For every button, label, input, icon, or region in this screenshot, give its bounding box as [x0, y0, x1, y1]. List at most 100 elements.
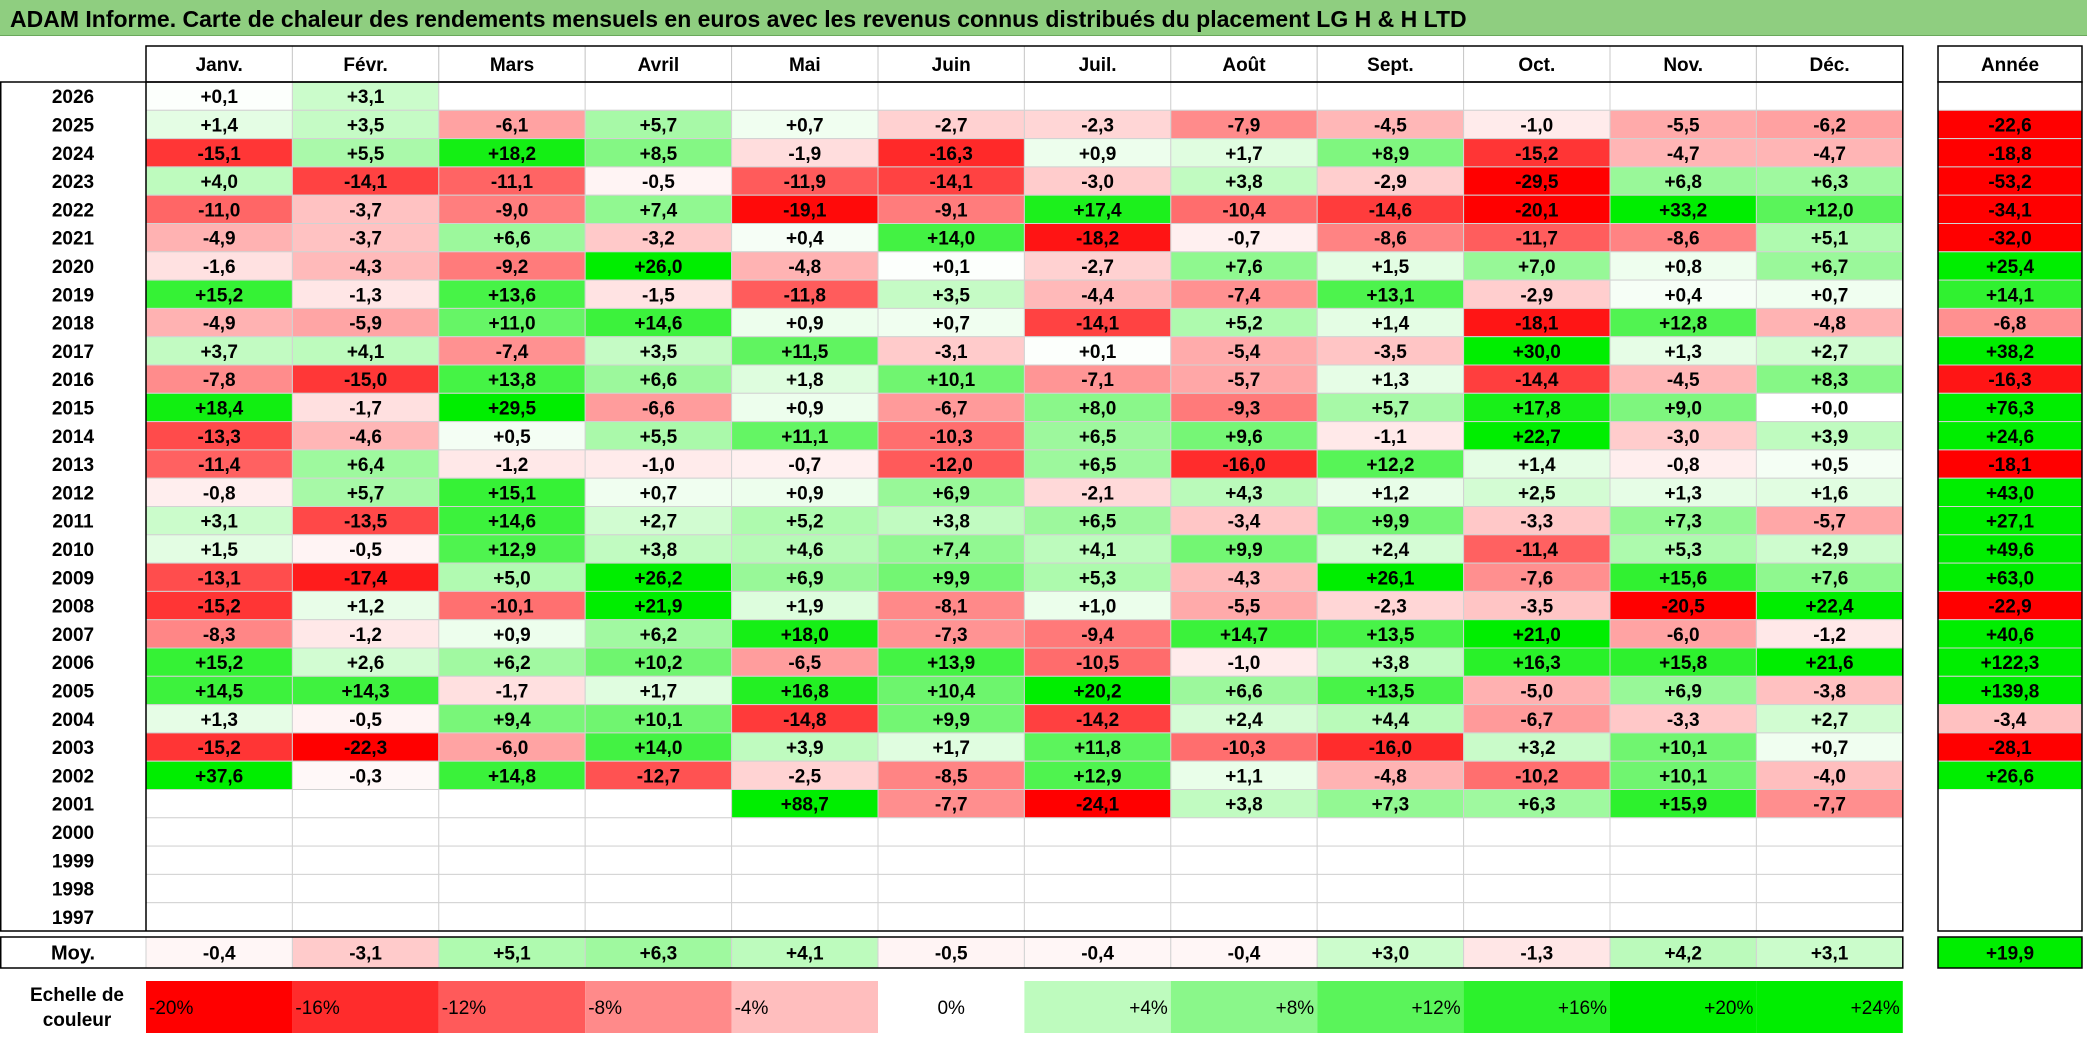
- cell-value: -1,2: [496, 455, 529, 476]
- annual-cell: [1937, 364, 2083, 394]
- scale-stop-label: +24%: [1851, 998, 1900, 1019]
- heatmap-cell: [1316, 647, 1465, 677]
- heatmap-cell: [1170, 392, 1318, 423]
- heatmap-cell: [145, 789, 293, 819]
- cell-value: -2,5: [788, 766, 821, 787]
- heatmap-cell: [1316, 704, 1465, 734]
- scale-stop-label: +16%: [1558, 998, 1607, 1019]
- annual-cell: [1937, 590, 2083, 621]
- cell-value: +4,1: [347, 342, 385, 363]
- year-label: 2009: [52, 568, 94, 589]
- cell-value: -8,6: [1667, 229, 1700, 250]
- heatmap-cell: [438, 590, 586, 621]
- average-value: -1,3: [1520, 944, 1553, 965]
- year-label: 2026: [52, 87, 94, 108]
- heatmap-cell: [731, 194, 879, 224]
- cell-value: +14,3: [342, 681, 390, 702]
- heatmap-cell: [145, 760, 293, 791]
- cell-value: +17,4: [1074, 200, 1123, 221]
- cell-value: -14,4: [1515, 370, 1559, 391]
- cell-value: +5,0: [493, 568, 531, 589]
- cell-value: +3,5: [640, 342, 678, 363]
- cell-value: +2,6: [347, 653, 385, 674]
- heatmap-cell: [438, 902, 586, 932]
- heatmap-cell: [877, 647, 1025, 677]
- month-header: Déc.: [1810, 55, 1850, 76]
- cell-value: +12,0: [1806, 200, 1854, 221]
- heatmap-cell: [731, 534, 879, 564]
- scale-stop-label: +4%: [1129, 998, 1168, 1019]
- year-label: 2013: [52, 455, 94, 476]
- annual-cell: [1938, 789, 2082, 818]
- year-label: 2023: [52, 172, 94, 193]
- heatmap-cell: [438, 506, 586, 536]
- heatmap-cell: [145, 902, 293, 932]
- month-header: Avril: [638, 55, 680, 76]
- cell-value: -9,4: [1081, 625, 1114, 646]
- cell-value: +1,4: [1372, 314, 1410, 335]
- heatmap-cell: [1609, 223, 1757, 253]
- heatmap-cell: [584, 449, 733, 479]
- heatmap-cell: [1170, 704, 1318, 734]
- heatmap-cell: [291, 166, 440, 196]
- heatmap-cell: [1609, 109, 1757, 140]
- cell-value: +26,2: [634, 568, 682, 589]
- cell-value: -11,0: [198, 200, 240, 221]
- cell-value: -1,6: [203, 257, 236, 278]
- heatmap-cell: [1170, 817, 1318, 847]
- average-cell: [1463, 936, 1611, 969]
- cell-value: +10,1: [1659, 766, 1708, 787]
- cell-value: -9,1: [935, 200, 968, 221]
- heatmap-cell: [1755, 449, 1904, 479]
- scale-stop-label: -4%: [735, 998, 769, 1019]
- cell-value: +1,5: [1372, 257, 1410, 278]
- heatmap-cell: [1463, 81, 1611, 111]
- cell-value: -2,7: [935, 115, 968, 136]
- heatmap-cell: [291, 449, 440, 479]
- average-value: -0,4: [1081, 944, 1114, 965]
- cell-value: -17,4: [344, 568, 388, 589]
- cell-value: +13,9: [927, 653, 975, 674]
- cell-value: -11,1: [491, 172, 534, 193]
- heatmap-cell: [291, 392, 440, 423]
- annual-value: +27,1: [1986, 512, 2035, 533]
- heatmap-cell: [1463, 449, 1611, 479]
- cell-value: -3,8: [1813, 681, 1846, 702]
- heatmap-cell: [1170, 506, 1318, 536]
- heatmap-cell: [1170, 279, 1318, 309]
- cell-value: +8,9: [1372, 144, 1410, 165]
- heatmap-cell: [291, 81, 440, 111]
- cell-value: +1,3: [1664, 342, 1702, 363]
- annual-value: -22,6: [1988, 115, 2031, 136]
- cell-value: -4,0: [1813, 766, 1846, 787]
- annual-header: Année: [1981, 55, 2039, 76]
- average-cell: [438, 936, 586, 969]
- heatmap-cell: [438, 279, 586, 309]
- scale-swatch: [1610, 981, 1757, 1033]
- heatmap-cell: [584, 166, 733, 196]
- heatmap-cell: [731, 817, 879, 847]
- cell-value: +1,4: [1518, 455, 1556, 476]
- cell-value: +3,8: [1225, 172, 1263, 193]
- annual-cell: [1937, 534, 2083, 564]
- heatmap-cell: [584, 619, 733, 649]
- heatmap-cell: [1755, 817, 1904, 847]
- average-annual-value: +19,9: [1986, 944, 2034, 965]
- cell-value: +5,1: [1811, 229, 1849, 250]
- heatmap-cell: [584, 392, 733, 423]
- cell-value: +3,9: [1811, 427, 1849, 448]
- cell-value: -6,7: [1520, 710, 1553, 731]
- cell-value: -0,5: [642, 172, 675, 193]
- annual-value: -18,1: [1988, 455, 2032, 476]
- heatmap-cell: [291, 845, 440, 875]
- scale-stop-label: -12%: [442, 998, 486, 1019]
- cell-value: +3,8: [1372, 653, 1410, 674]
- heatmap-cell: [584, 760, 733, 791]
- scale-stop-label: 0%: [937, 998, 965, 1019]
- cell-value: -6,2: [1813, 115, 1846, 136]
- scale-swatch: [146, 981, 293, 1033]
- cell-value: -7,6: [1520, 568, 1553, 589]
- heatmap-cell: [584, 81, 733, 111]
- cell-value: +33,2: [1659, 200, 1707, 221]
- cell-value: +16,8: [781, 681, 829, 702]
